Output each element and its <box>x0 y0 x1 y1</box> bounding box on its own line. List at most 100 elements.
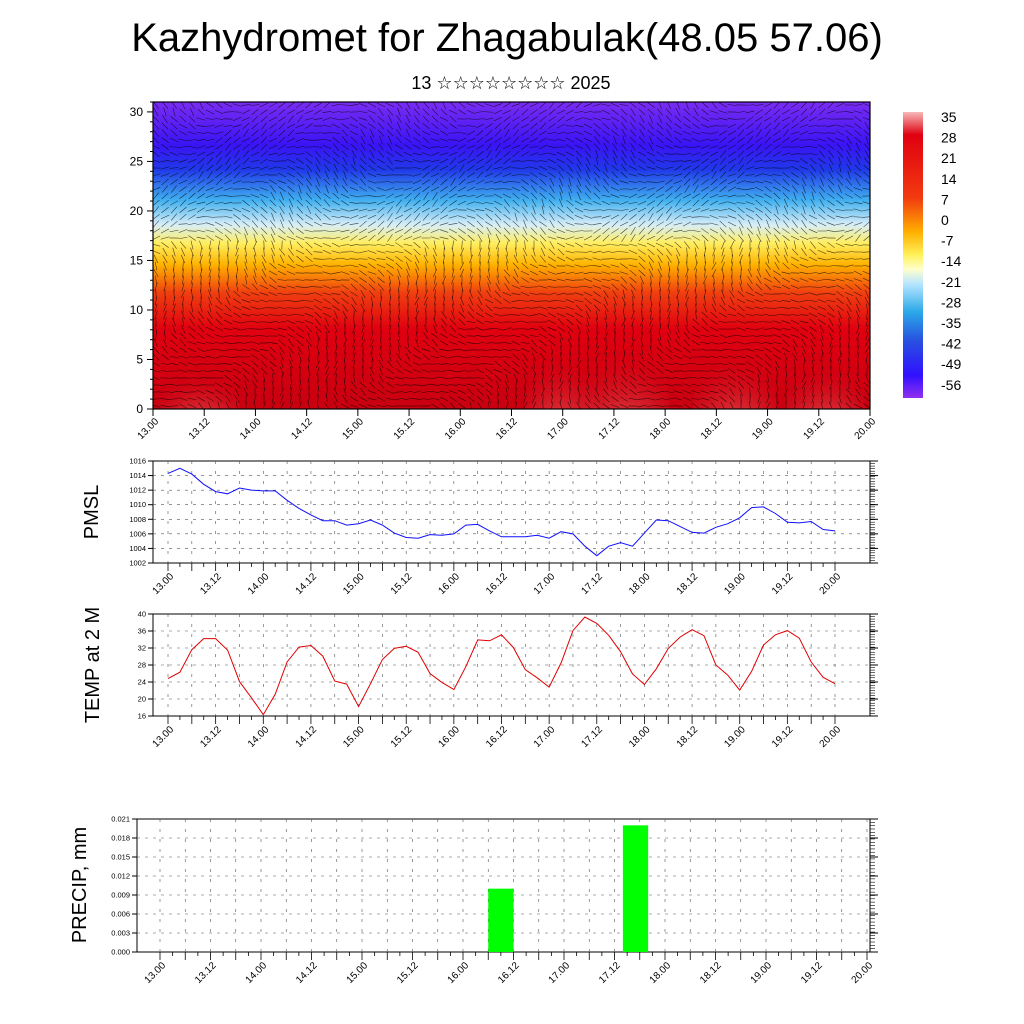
wind-vector <box>323 178 331 186</box>
wind-vector <box>530 220 538 228</box>
y-axis-label: PMSL <box>81 485 103 539</box>
wind-vector <box>548 123 556 129</box>
wind-vector <box>520 270 530 276</box>
wind-vector <box>475 179 485 185</box>
wind-vector <box>260 206 268 214</box>
wind-vector <box>317 394 319 404</box>
wind-vector <box>646 397 656 401</box>
wind-vector <box>613 156 617 166</box>
wind-vector <box>466 362 476 366</box>
wind-vector <box>782 186 790 192</box>
wind-vector <box>668 317 670 327</box>
wind-vector <box>829 163 833 173</box>
wind-vector <box>296 241 304 249</box>
wind-vector <box>461 289 463 299</box>
wind-vector <box>187 347 197 353</box>
wind-vector <box>700 376 710 380</box>
wind-vector <box>799 326 809 332</box>
wind-vector <box>791 115 799 123</box>
wind-vector <box>331 222 341 226</box>
wind-vector <box>565 243 575 247</box>
wind-vector <box>430 229 440 233</box>
wind-vector <box>729 290 735 298</box>
wind-vector <box>394 397 404 401</box>
wind-vector <box>603 380 609 390</box>
wind-vector <box>511 186 521 192</box>
wind-vector <box>433 261 437 271</box>
wind-vector <box>656 227 664 235</box>
wind-vector <box>646 405 656 407</box>
wind-vector <box>196 145 206 149</box>
wind-vector <box>163 317 167 327</box>
wind-vector <box>250 173 260 177</box>
wind-vector <box>178 361 188 367</box>
wind-vector <box>539 102 547 109</box>
wind-vector <box>475 202 485 204</box>
wind-vector <box>314 325 322 333</box>
wind-vector <box>342 338 348 348</box>
wind-vector <box>818 158 826 164</box>
wind-vector <box>664 397 674 401</box>
wind-vector <box>583 208 593 212</box>
wind-vector <box>340 118 350 120</box>
wind-vector <box>763 293 773 295</box>
wind-vector <box>520 174 530 176</box>
wind-vector <box>565 271 575 275</box>
wind-vector <box>412 390 422 394</box>
wind-vector <box>623 310 625 320</box>
wind-vector <box>224 304 232 312</box>
wind-vector <box>477 290 483 298</box>
wind-vector <box>628 193 638 199</box>
wind-vector <box>271 212 275 222</box>
x-tick-label: 16.12 <box>484 724 510 750</box>
wind-vector <box>322 271 332 275</box>
wind-vector <box>829 345 833 355</box>
wind-vector <box>621 234 627 242</box>
wind-vector <box>413 108 421 116</box>
wind-vector <box>774 247 780 257</box>
wind-vector <box>727 173 737 177</box>
wind-vector <box>628 221 638 227</box>
wind-vector <box>574 214 584 220</box>
wind-vector <box>594 395 600 403</box>
wind-vector <box>503 214 511 220</box>
wind-vector <box>378 359 384 369</box>
wind-vector <box>280 191 284 201</box>
wind-vector <box>632 359 634 369</box>
wind-vector <box>457 369 467 373</box>
wind-vector <box>485 374 493 382</box>
wind-vector <box>467 311 475 319</box>
wind-vector <box>547 278 557 282</box>
wind-vector <box>602 136 610 144</box>
wind-vector <box>341 284 349 290</box>
wind-vector <box>349 103 359 107</box>
wind-vector <box>432 268 438 278</box>
wind-vector <box>253 247 257 257</box>
wind-vector <box>709 369 719 373</box>
wind-vector <box>386 164 394 172</box>
wind-vector <box>233 214 241 220</box>
wind-vector <box>494 137 502 143</box>
y-tick-label: 24 <box>138 678 146 687</box>
wind-vector <box>629 269 637 277</box>
wind-vector <box>153 107 159 117</box>
wind-vector <box>655 242 665 248</box>
wind-vector <box>612 143 618 151</box>
wind-vector <box>757 394 761 404</box>
wind-vector <box>386 368 394 374</box>
wind-vector <box>826 300 836 302</box>
wind-vector <box>379 366 383 376</box>
wind-vector <box>395 102 403 109</box>
wind-vector <box>288 115 294 123</box>
wind-vector <box>611 228 619 234</box>
wind-vector <box>197 185 205 193</box>
wind-vector <box>547 228 557 234</box>
wind-vector <box>542 359 544 369</box>
wind-vector <box>793 240 797 250</box>
wind-vector <box>551 394 553 404</box>
wind-vector <box>377 213 385 221</box>
wind-vector <box>754 194 764 198</box>
wind-vector <box>286 165 296 171</box>
wind-vector <box>511 160 521 162</box>
wind-vector <box>584 402 592 409</box>
